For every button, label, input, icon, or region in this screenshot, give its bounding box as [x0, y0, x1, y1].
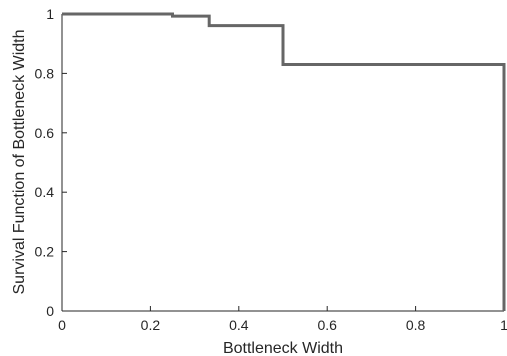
series-layer	[62, 12, 506, 311]
y-tick-label: 0.8	[35, 65, 55, 81]
y-axis-label: Survival Function of Bottleneck Width	[11, 29, 28, 294]
axes	[61, 13, 505, 312]
tick-labels: 0 0.2 0.4 0.6 0.8 1 0 0.2 0.4 0.6 0.8 1	[35, 6, 507, 333]
x-tick-label: 0.6	[317, 317, 337, 333]
y-tick-label: 0.4	[35, 184, 55, 200]
x-axis-label: Bottleneck Width	[223, 340, 343, 356]
x-tick-label: 0.2	[141, 317, 161, 333]
x-tick-label: 1	[500, 317, 507, 333]
y-tick-label: 0	[46, 303, 54, 319]
y-tick-label: 0.6	[35, 125, 55, 141]
x-tick-label: 0.8	[406, 317, 426, 333]
x-tick-label: 0	[58, 317, 66, 333]
series-step-line-0	[62, 12, 506, 311]
y-tick-label: 0.2	[35, 244, 55, 260]
y-tick-label: 1	[46, 6, 54, 22]
x-tick-label: 0.4	[229, 317, 249, 333]
